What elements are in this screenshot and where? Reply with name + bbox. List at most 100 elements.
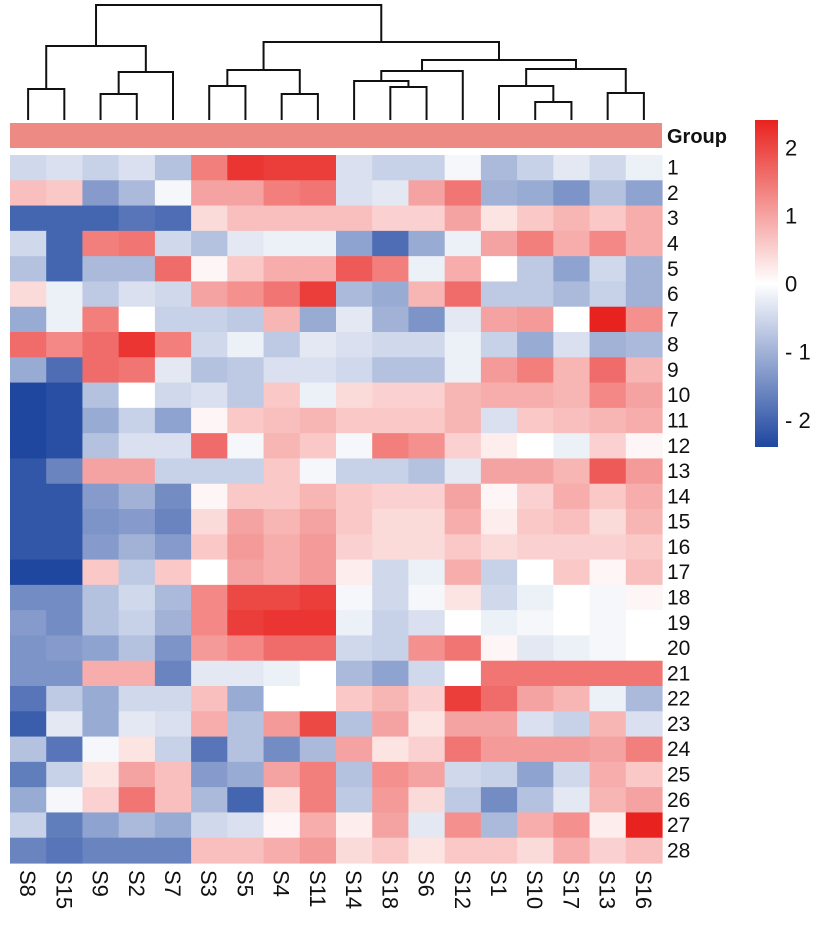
row-label: 1 [667,157,679,180]
heatmap-cell [517,711,554,738]
heatmap-cell [10,407,47,434]
heatmap-cell [82,407,120,434]
heatmap-cell [553,635,591,662]
heatmap-cell [263,205,301,232]
heatmap-cell [263,433,301,460]
heatmap-cell [336,610,373,637]
heatmap-cell [589,357,627,384]
heatmap-cell [372,837,410,864]
row-label: 16 [667,536,690,559]
heatmap-cell [553,230,591,257]
heatmap-cell [336,205,373,232]
heatmap-cell [408,382,446,409]
heatmap-cell [191,205,228,232]
heatmap-cell [263,812,301,839]
heatmap-cell [553,332,591,358]
heatmap-cell [444,711,482,738]
heatmap-cell [191,256,228,283]
heatmap-cell [480,281,518,308]
heatmap-cell [408,610,446,637]
heatmap-cell [444,180,482,207]
heatmap-cell [517,407,554,434]
heatmap-cell [480,256,518,283]
heatmap-cell [299,382,337,409]
heatmap-cell [191,155,228,181]
heatmap-cell [263,660,301,687]
heatmap-cell [444,281,482,308]
column-labels: S8 S15 S9 S2 S7 S3 S5 S4 S11 S14 S18 S6 S12 S1 S10 S17 S… [15,870,656,909]
row-label: 17 [667,561,690,584]
heatmap-cell [10,812,47,839]
heatmap-cell [227,559,265,586]
heatmap-cell [118,433,156,460]
heatmap-cell [191,584,228,611]
heatmap-cell [46,584,84,611]
heatmap-cell [46,205,84,232]
heatmap-cell [553,787,591,814]
heatmap-cell [10,635,47,662]
heatmap-cell [480,382,518,409]
column-label: S11 [305,870,330,908]
heatmap-cell [10,256,47,283]
heatmap-cell [118,837,156,864]
heatmap-cell [46,736,84,763]
heatmap-cell [408,155,446,181]
heatmap-cell [372,180,410,207]
heatmap-cell [154,306,192,333]
heatmap-cell [118,458,156,485]
heatmap-cell [625,180,663,207]
heatmap-cell [336,736,373,763]
heatmap-cell [82,761,120,788]
heatmap-cell [625,812,663,839]
heatmap-cell [444,509,482,535]
heatmap-cell [372,660,410,687]
heatmap-cell [82,483,120,510]
heatmap-cell [82,230,120,257]
heatmap-cell [10,736,47,763]
heatmap-cell [408,332,446,358]
heatmap-cell [589,509,627,535]
heatmap-cell [408,686,446,712]
heatmap-cell [553,483,591,510]
heatmap-cell [154,812,192,839]
row-label: 9 [667,359,679,382]
heatmap-cell [517,686,554,712]
column-label: S9 [88,870,113,897]
heatmap-cell [10,332,47,358]
color-legend-bar [755,120,778,447]
heatmap-cell [336,686,373,712]
heatmap-cell [263,787,301,814]
heatmap-cell [263,837,301,864]
heatmap-cell [46,332,84,358]
row-label: 14 [667,485,691,508]
heatmap-cell [480,787,518,814]
dendrogram-branch [117,71,174,120]
heatmap-cell [372,155,410,181]
heatmap-cell [263,736,301,763]
heatmap-cell [480,332,518,358]
heatmap-cell [191,837,228,864]
heatmap-cell [191,382,228,409]
column-label: S1 [486,870,511,897]
heatmap-cell [82,332,120,358]
row-label: 21 [667,662,690,685]
heatmap-cell [299,357,337,384]
heatmap-cell [553,711,591,738]
heatmap-cell [191,180,228,207]
heatmap-cell [46,761,84,788]
dendrogram-branch [280,93,319,120]
heatmap-cell [299,230,337,257]
heatmap-cell [227,483,265,510]
heatmap-cell [46,407,84,434]
heatmap-cell [118,534,156,561]
heatmap-cell [589,761,627,788]
heatmap-cell [372,230,410,257]
heatmap-cell [336,761,373,788]
heatmap-cell [227,433,265,460]
heatmap-cell [118,180,156,207]
heatmap-cell [589,256,627,283]
heatmap-cell [10,610,47,637]
heatmap-cell [82,382,120,409]
heatmap-cell [517,761,554,788]
legend-tick-label: 0 [785,272,797,297]
